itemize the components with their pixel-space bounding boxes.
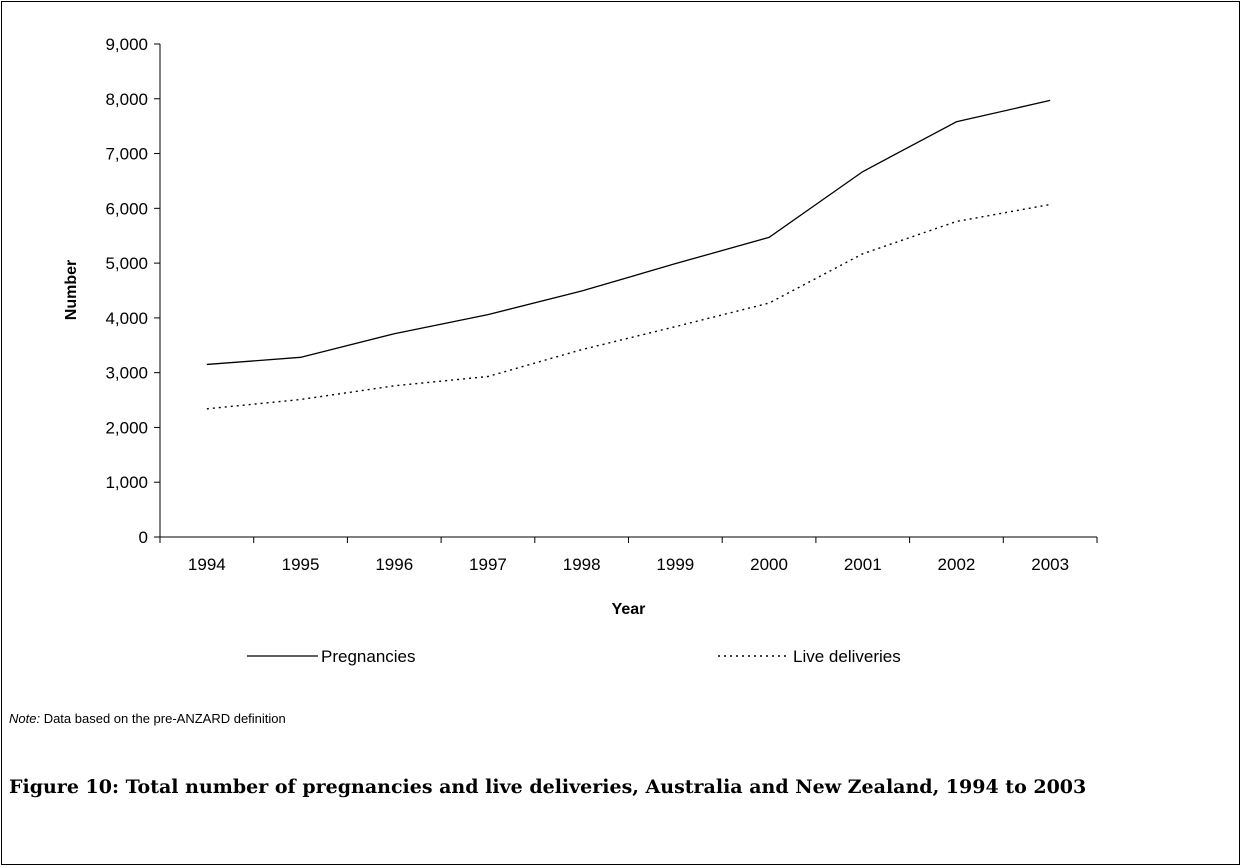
y-tick-label: 6,000 — [105, 199, 148, 218]
y-tick-label: 9,000 — [105, 35, 148, 54]
chart-note: Note: Data based on the pre-ANZARD defin… — [9, 711, 286, 726]
y-tick-label: 8,000 — [105, 90, 148, 109]
y-tick-label: 4,000 — [105, 309, 148, 328]
x-tick-label: 1995 — [282, 555, 320, 574]
legend: Pregnancies Live deliveries — [247, 647, 901, 666]
y-tick-label: 3,000 — [105, 364, 148, 383]
x-tick-label: 1996 — [375, 555, 413, 574]
y-ticks: 0 1,000 2,000 3,000 4,000 5,000 6,000 7,000 8,00… — [105, 35, 160, 547]
y-tick-label: 5,000 — [105, 254, 148, 273]
x-tick-label: 2003 — [1031, 555, 1069, 574]
note-text: Data based on the pre-ANZARD definition — [40, 711, 286, 726]
y-tick-label: 7,000 — [105, 145, 148, 164]
x-tick-label: 2002 — [938, 555, 976, 574]
x-tick-label: 1998 — [563, 555, 601, 574]
y-axis-title: Number — [63, 260, 80, 320]
figure-caption: Figure 10: Total number of pregnancies a… — [9, 776, 1087, 798]
x-tick-label: 1997 — [469, 555, 507, 574]
legend-label: Live deliveries — [793, 647, 901, 666]
x-tick-label: 2000 — [750, 555, 788, 574]
series-line-live-deliveries — [206, 203, 1051, 410]
note-label: Note: — [9, 711, 41, 726]
x-axis-title: Year — [612, 601, 646, 618]
x-tick-label: 1999 — [656, 555, 694, 574]
legend-label: Pregnancies — [321, 647, 416, 666]
x-ticks: 1994 1995 1996 1997 1998 1999 2000 2001 2002 2003 — [159, 537, 1098, 574]
chart-axes — [159, 44, 1097, 538]
y-tick-label: 1,000 — [105, 473, 148, 492]
series-lines — [206, 99, 1051, 410]
x-tick-label: 2001 — [844, 555, 882, 574]
y-tick-label: 2,000 — [105, 418, 148, 437]
y-tick-label: 0 — [139, 528, 148, 547]
series-line-pregnancies — [206, 99, 1051, 366]
x-tick-label: 1994 — [188, 555, 226, 574]
